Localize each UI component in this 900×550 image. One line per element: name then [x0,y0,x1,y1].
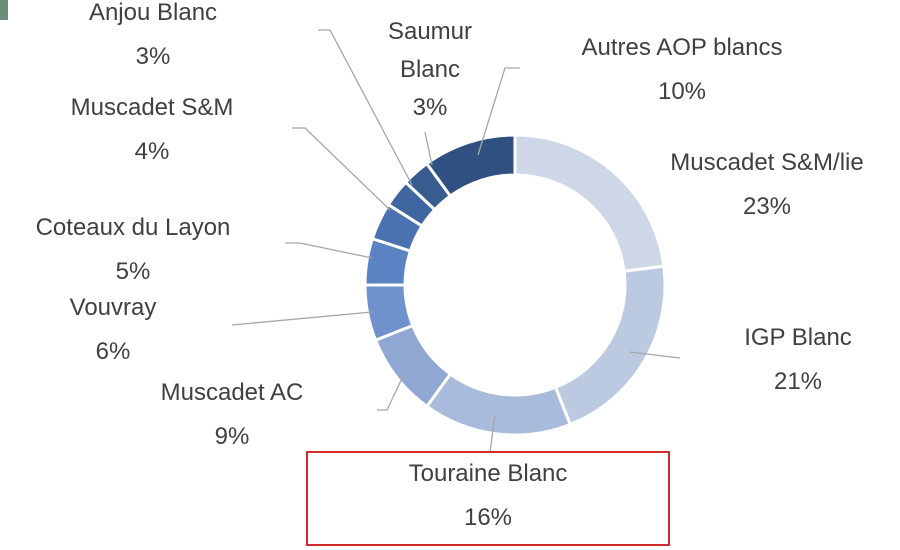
donut-slice [424,133,517,199]
category-label: Saumur Blanc [387,18,473,83]
donut-slice [513,133,666,273]
category-label: IGP Blanc [744,324,852,351]
slices [363,133,667,437]
category-label: Coteaux du Layon [35,214,231,241]
category-label: Anjou Blanc [88,0,218,26]
donut-slice [424,371,573,437]
leader-line [285,242,373,259]
leader-line [318,29,413,186]
value-label: 9% [214,423,250,450]
value-label: 4% [134,138,170,165]
value-label: 16% [463,504,513,531]
category-label: Touraine Blanc [408,460,568,487]
data-label: Vouvray 6% [70,286,157,374]
data-label: Anjou Blanc 3% [89,0,217,79]
data-label: IGP Blanc 21% [744,316,852,404]
category-label: Autres AOP blancs [581,34,783,61]
corner-accent [0,0,8,20]
value-label: 10% [657,78,707,105]
value-label: 3% [412,94,448,121]
leader-line [477,67,520,156]
leader-line [377,371,406,411]
leader-line [231,311,373,326]
data-label: Autres AOP blancs 10% [582,26,783,114]
value-label: 3% [135,43,171,70]
value-label: 6% [95,338,131,365]
category-label: Vouvray [69,294,157,321]
leader-line [292,127,391,211]
data-label: Muscadet AC 9% [161,371,304,459]
value-label: 5% [115,258,151,285]
data-label: Muscadet S&M 4% [71,86,234,174]
data-label: Touraine Blanc 16% [409,452,568,540]
value-label: 23% [742,193,792,220]
category-label: Muscadet S&M/lie [670,149,864,176]
category-label: Muscadet S&M [70,94,234,121]
data-label: Saumur Blanc 3% [380,13,480,127]
category-label: Muscadet AC [160,379,304,406]
data-label: Muscadet S&M/lie 23% [670,141,863,229]
value-label: 21% [773,368,823,395]
highlight-box [306,451,670,546]
leader-line [489,414,496,453]
data-label: Coteaux du Layon 5% [36,206,231,294]
leader-line [629,351,681,359]
donut-slice [553,264,667,427]
leader-line [424,131,433,166]
